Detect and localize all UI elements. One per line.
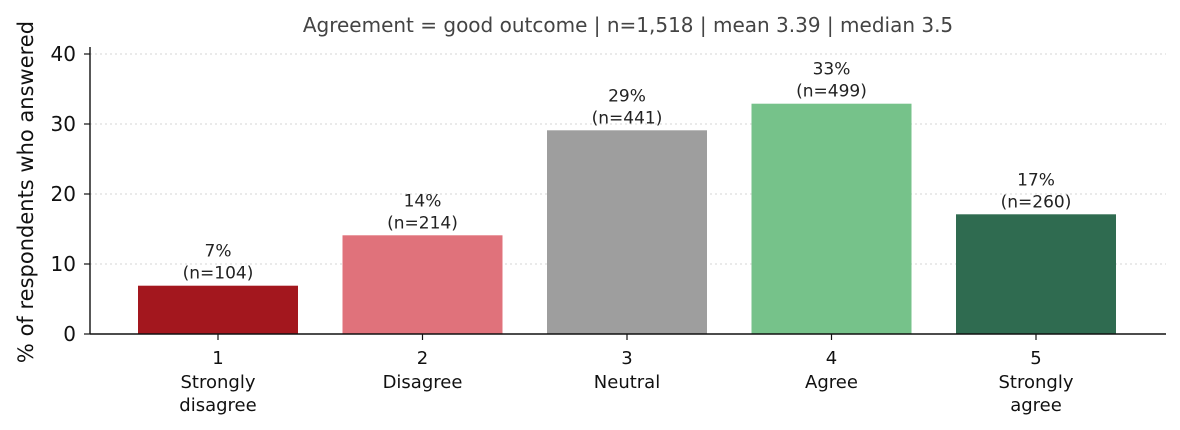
x-tick-code: 4 <box>826 348 837 369</box>
bar-value-label: 33% <box>813 60 851 80</box>
bar <box>751 103 912 334</box>
bar <box>342 235 503 334</box>
x-tick-code: 5 <box>1030 348 1041 369</box>
y-tick-label: 40 <box>51 42 76 66</box>
bar-value-label: 7% <box>205 242 232 262</box>
x-tick-label: agree <box>1010 395 1062 416</box>
bar <box>956 214 1116 334</box>
bar-value-label: 29% <box>608 86 646 106</box>
x-tick-label: disagree <box>179 395 256 416</box>
x-tick-label: Disagree <box>383 372 463 393</box>
bars: 7%(n=104) 14%(n=214) 29%(n=441) 33%(n=499) 1… <box>138 60 1116 334</box>
x-tick-label: Neutral <box>594 372 660 393</box>
x-tick-label: Agree <box>805 372 858 393</box>
bar-value-label: 17% <box>1017 170 1055 190</box>
bar-value-label: 14% <box>404 191 442 211</box>
y-tick-label: 10 <box>51 252 76 276</box>
bar <box>547 130 707 334</box>
y-axis-label: % of respondents who answered <box>14 21 38 363</box>
axes: 0102030401Stronglydisagree2Disagree3Neut… <box>51 42 1166 416</box>
bar-count-label: (n=260) <box>1001 192 1072 212</box>
bar-count-label: (n=441) <box>592 108 663 128</box>
y-tick-label: 30 <box>51 112 76 136</box>
chart-subtitle: Agreement = good outcome | n=1,518 | mea… <box>303 13 953 37</box>
x-tick-label: Strongly <box>181 372 256 393</box>
bar-count-label: (n=214) <box>387 213 458 233</box>
x-tick-code: 1 <box>212 348 223 369</box>
x-tick-code: 2 <box>417 348 428 369</box>
x-tick-label: Strongly <box>999 372 1074 393</box>
y-tick-label: 20 <box>51 182 76 206</box>
y-tick-label: 0 <box>63 322 76 346</box>
bar-count-label: (n=499) <box>796 82 867 102</box>
bar-count-label: (n=104) <box>183 264 254 284</box>
x-tick-code: 3 <box>621 348 632 369</box>
bar <box>138 285 298 334</box>
